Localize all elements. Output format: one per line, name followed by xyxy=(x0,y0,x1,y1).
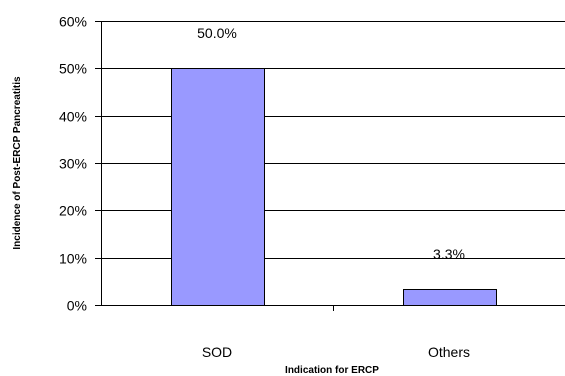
x-tick-label: SOD xyxy=(202,344,232,360)
y-axis-title: Incidence of Post-ERCP Pancreatitis xyxy=(12,76,23,250)
data-label: 50.0% xyxy=(197,25,237,41)
y-tick-label: 40% xyxy=(59,109,87,125)
bar-others xyxy=(403,289,497,306)
data-label: 3.3% xyxy=(433,246,465,262)
y-tick-label: 20% xyxy=(59,203,87,219)
y-tick-labels: 0% 10% 20% 30% 40% 50% 60% xyxy=(59,14,87,314)
bars xyxy=(171,68,497,306)
y-tick-label: 50% xyxy=(59,61,87,77)
bar-sod xyxy=(171,68,265,306)
y-tick-label: 30% xyxy=(59,156,87,172)
y-tick-label: 60% xyxy=(59,14,87,30)
data-labels: 50.0% 3.3% xyxy=(197,25,465,262)
x-tick-labels: SOD Others xyxy=(202,344,470,360)
y-tick-label: 10% xyxy=(59,251,87,267)
axes xyxy=(95,21,565,311)
x-tick-label: Others xyxy=(428,344,470,360)
x-axis-title: Indication for ERCP xyxy=(285,365,379,376)
y-tick-label: 0% xyxy=(67,298,87,314)
gridlines xyxy=(101,21,565,259)
